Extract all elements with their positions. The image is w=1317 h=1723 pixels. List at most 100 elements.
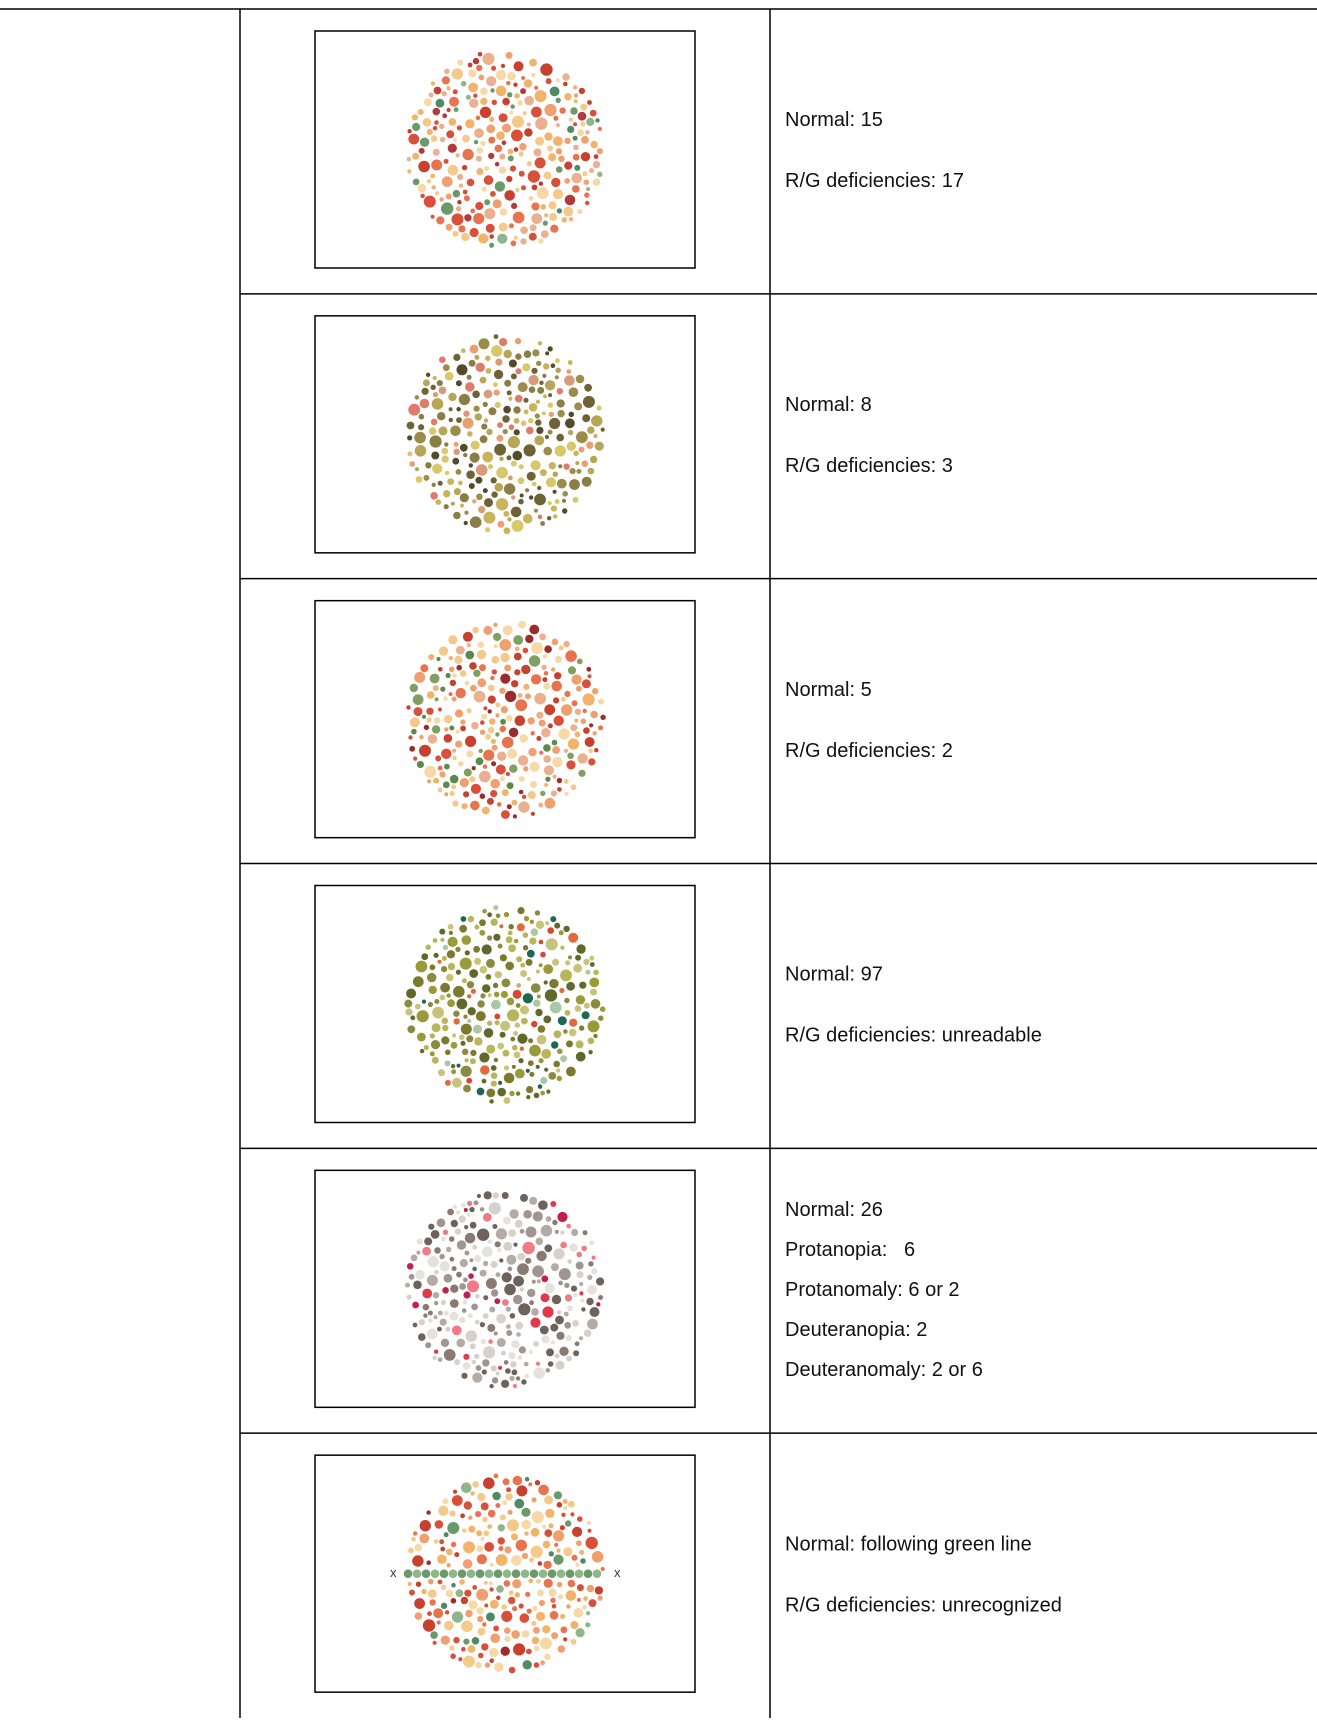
plate-dot xyxy=(532,1605,538,1611)
plate-dot xyxy=(451,213,464,226)
plate-dot xyxy=(532,1265,544,1278)
plate-dot xyxy=(511,799,518,806)
plate-dot xyxy=(513,652,522,661)
plate-dot xyxy=(427,1256,439,1268)
plate-dot xyxy=(574,718,579,723)
plate-dot xyxy=(517,1263,529,1276)
plate-dot xyxy=(516,923,525,932)
plate-dot xyxy=(455,969,461,975)
plate-dot xyxy=(426,1510,431,1515)
plate-dot xyxy=(549,86,560,97)
plate-dot xyxy=(497,233,508,244)
plate-dot xyxy=(510,506,522,518)
plate-dot xyxy=(596,1302,601,1307)
plate-dot xyxy=(530,983,541,993)
plate-dot xyxy=(538,719,546,727)
plate-dot xyxy=(428,1578,434,1585)
plate-dot xyxy=(489,242,495,248)
plate-dot xyxy=(421,714,427,719)
plate-dot xyxy=(553,1554,564,1565)
plate-dot xyxy=(556,208,563,214)
plate-dot xyxy=(419,137,430,147)
plate-dot xyxy=(453,985,465,998)
plate-dot xyxy=(496,1338,506,1347)
plate-dot xyxy=(462,1559,473,1569)
plate-dot xyxy=(573,144,579,151)
plate-dot xyxy=(488,1339,493,1344)
plate-dot xyxy=(586,441,594,449)
plate-dot xyxy=(567,738,580,750)
plate-dot xyxy=(476,1087,485,1096)
plate-dot xyxy=(544,1067,549,1072)
plate-dot xyxy=(546,1089,551,1094)
plate-dot xyxy=(493,644,498,649)
plate-dot xyxy=(478,233,489,244)
plate-dot xyxy=(441,91,447,97)
plate-dot xyxy=(444,727,449,732)
plate-dot xyxy=(556,388,563,395)
cell-text: R/G deficiencies: unreadable xyxy=(785,1025,1042,1047)
plate-dot xyxy=(462,1362,471,1370)
plate-dot xyxy=(585,200,590,206)
plate-dot xyxy=(468,69,477,78)
plate-dot xyxy=(502,123,511,133)
plate-dot xyxy=(513,1031,518,1036)
plate-dot xyxy=(484,199,491,206)
plate-dot xyxy=(508,1229,516,1237)
plate-dot xyxy=(432,1292,440,1299)
plate-dot xyxy=(414,467,420,472)
plate-dot xyxy=(432,1355,437,1360)
plate-dot xyxy=(590,999,601,1009)
plate-dot xyxy=(527,717,535,725)
plate-dot xyxy=(441,955,447,961)
plate-dot xyxy=(536,1034,547,1045)
plate-dot xyxy=(407,451,413,457)
plate-dot xyxy=(529,1071,535,1077)
plate-dot xyxy=(446,86,451,91)
plate-dot xyxy=(464,1232,476,1244)
plate-dot xyxy=(572,1320,579,1327)
plate-dot xyxy=(469,1058,476,1065)
plate-dot xyxy=(465,1330,478,1342)
plate-dot xyxy=(575,374,585,384)
plate-dot xyxy=(461,1308,467,1313)
plate-dot xyxy=(464,1250,470,1256)
plate-dot xyxy=(485,368,492,374)
plate-dot xyxy=(482,1622,487,1627)
plate-dot xyxy=(528,495,534,500)
plate-dot xyxy=(598,1295,604,1300)
plate-dot xyxy=(503,911,510,918)
plate-dot xyxy=(526,1608,532,1614)
plate-dot xyxy=(409,1589,415,1596)
plate-dot xyxy=(523,915,530,922)
plate-dot xyxy=(539,1637,552,1650)
plate-dot xyxy=(442,1287,449,1294)
plate-dot xyxy=(482,451,494,463)
plate-dot xyxy=(524,1373,529,1379)
plate-dot xyxy=(518,464,524,470)
plate-dot xyxy=(434,999,440,1004)
plate-dot xyxy=(508,727,519,738)
plate-dot xyxy=(522,513,533,524)
plate-dot xyxy=(530,731,535,736)
plate-dot xyxy=(483,1580,488,1585)
plate-dot xyxy=(513,938,519,944)
plate-dot xyxy=(549,1610,559,1620)
plate-dot xyxy=(563,1547,573,1557)
plate-dot xyxy=(536,426,544,434)
plate-dot xyxy=(433,1315,438,1320)
plate-dot xyxy=(587,1528,592,1533)
plate-dot xyxy=(480,97,488,105)
plate-dot xyxy=(433,1539,439,1544)
plate-dot xyxy=(502,625,513,636)
plate-dot xyxy=(495,913,501,919)
plate-dot xyxy=(455,645,465,655)
plate-dot xyxy=(587,1020,600,1033)
plate-dot xyxy=(437,412,446,421)
plate-dot xyxy=(489,1658,495,1663)
plate-dot xyxy=(539,380,544,385)
plate-dot xyxy=(516,983,521,988)
plate-dot xyxy=(431,451,440,460)
plate-dot xyxy=(544,797,556,809)
